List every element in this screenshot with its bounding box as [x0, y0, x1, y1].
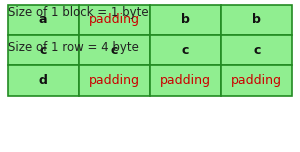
Bar: [221, 35, 292, 65]
Text: padding: padding: [160, 74, 211, 87]
Text: b: b: [252, 13, 261, 26]
Bar: [221, 5, 292, 35]
Bar: [8, 65, 79, 96]
Bar: [79, 35, 150, 65]
Bar: [79, 65, 150, 96]
Text: c: c: [39, 44, 47, 57]
Bar: [8, 5, 79, 35]
Text: padding: padding: [89, 74, 140, 87]
Text: Size of 1 row = 4 byte: Size of 1 row = 4 byte: [8, 41, 138, 54]
Bar: [150, 35, 221, 65]
Text: c: c: [253, 44, 261, 57]
Text: c: c: [182, 44, 189, 57]
Bar: [8, 35, 79, 65]
Bar: [79, 5, 150, 35]
Bar: [150, 65, 221, 96]
Bar: [221, 65, 292, 96]
Text: padding: padding: [89, 13, 140, 26]
Text: a: a: [39, 13, 47, 26]
Text: padding: padding: [231, 74, 282, 87]
Bar: [150, 5, 221, 35]
Text: b: b: [181, 13, 190, 26]
Text: c: c: [111, 44, 118, 57]
Text: d: d: [39, 74, 48, 87]
Text: Size of 1 block = 1 byte: Size of 1 block = 1 byte: [8, 6, 148, 19]
